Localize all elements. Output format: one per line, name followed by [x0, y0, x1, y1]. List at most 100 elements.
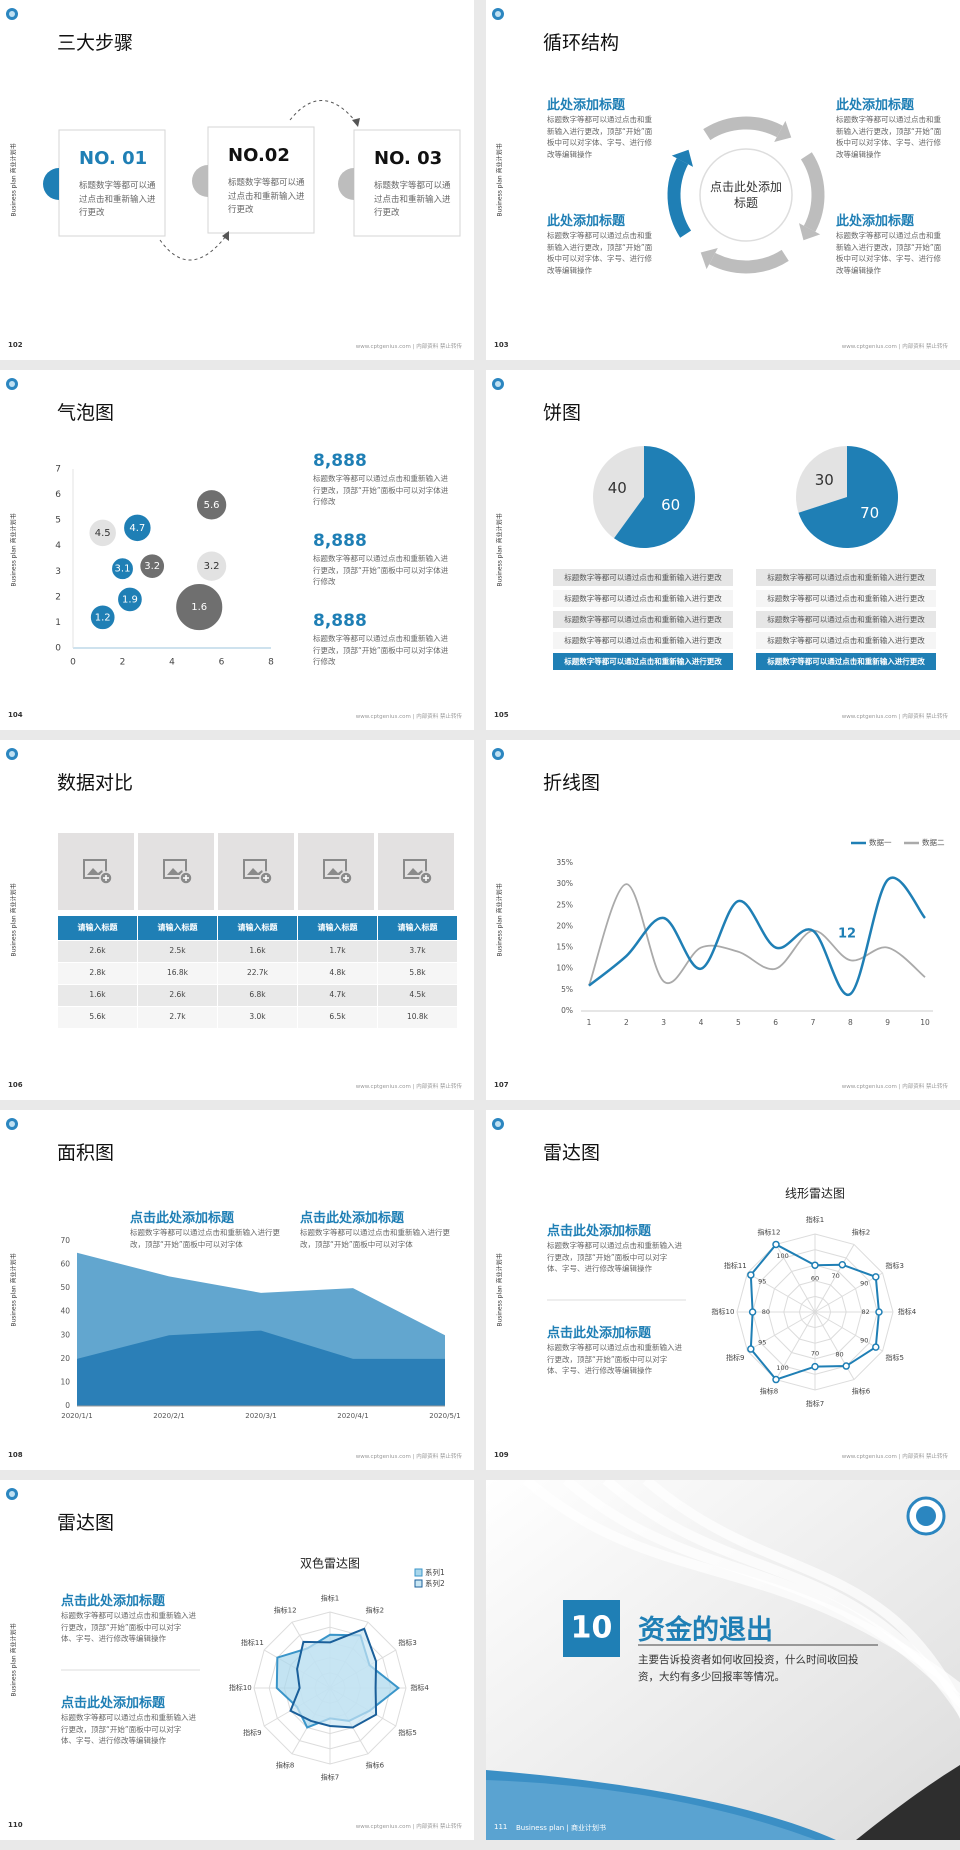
- table-cell: [298, 941, 377, 962]
- connector-arrow: [352, 118, 360, 127]
- radar-axis-label: 指标10: [229, 1683, 252, 1692]
- block-text: 标题数字等都可以通过点击和重新输入进行更改，顶部“开始”面板中可以对字体、字号、…: [547, 115, 653, 159]
- radar-value-label: 95: [758, 1338, 766, 1346]
- slide: 0 10 20 30 40 50 60 70 2020/1/1 2020/2/1 2020/3/1 2…: [0, 1110, 474, 1470]
- text-title: 点击此处添加标题: [130, 1211, 235, 1226]
- list-text: 标题数字等都可以通过点击和重新输入进行更改: [767, 657, 925, 666]
- x-tick-label: 8: [848, 1018, 853, 1027]
- y-tick-label: 6: [55, 490, 61, 500]
- table-header-cell: [378, 916, 457, 940]
- footer: www.cptgenius.com | 内部资料 禁止转传: [841, 1084, 948, 1090]
- radar-axis-label: 指标1: [806, 1215, 824, 1224]
- step-text: 标题数字等都可以通过点击和重新输入进行更改: [228, 178, 305, 216]
- step-label: NO. 01: [79, 148, 148, 169]
- slide: 指标1 指标2 指标3 指标4 指标5 指标6 指标7 指标8 指标9 指标10 指标11 指标12 系…: [0, 1480, 474, 1840]
- table-cell-text: 6.5k: [329, 1012, 346, 1021]
- table-cell: [58, 985, 137, 1006]
- chart-title: 双色雷达图: [300, 1557, 360, 1571]
- x-tick-label: 2: [624, 1018, 629, 1027]
- y-tick-label: 3: [55, 567, 61, 577]
- table-cell-text: 3.0k: [249, 1012, 266, 1021]
- radar-value-label: 80: [835, 1351, 843, 1359]
- wave: [642, 1480, 960, 1720]
- slide: Business plan 商业计划书 102 www.cptgenius.com …: [0, 0, 474, 360]
- table-cell: [138, 941, 217, 962]
- page-number: 104: [8, 711, 23, 719]
- step-tab: [338, 168, 354, 200]
- wave: [602, 1480, 960, 1718]
- text-title: 点击此处添加标题: [547, 1326, 652, 1341]
- radar-spoke: [775, 1244, 816, 1313]
- list-text: 标题数字等都可以通过点击和重新输入进行更改: [767, 636, 925, 645]
- radar-value-label: 90: [860, 1280, 868, 1288]
- slide-graphics: 10: [486, 1480, 960, 1840]
- x-tick-label: 4: [699, 1018, 704, 1027]
- list-row: [756, 632, 936, 649]
- text-title: 点击此处添加标题: [547, 1224, 652, 1239]
- y-tick-label: 0: [55, 644, 61, 654]
- footer: www.cptgenius.com | 内部资料 禁止转传: [355, 1084, 462, 1090]
- table-cell-text: 1.6k: [249, 946, 266, 955]
- radar-spoke: [747, 1311, 816, 1352]
- radar-point: [842, 1362, 850, 1370]
- section-number: 10: [571, 1611, 613, 1646]
- side-text: Business plan 商业计划书: [496, 883, 504, 957]
- slide-title: 循环结构: [543, 32, 620, 54]
- table-cell-text: 2.6k: [169, 990, 186, 999]
- x-tick-label: 2020/1/1: [61, 1412, 92, 1420]
- table-cell: [218, 1007, 297, 1028]
- table-cell-text: 1.6k: [89, 990, 106, 999]
- logo-inner: [916, 1506, 936, 1526]
- text-body: 标题数字等都可以通过点击和重新输入进行更改，顶部“开始”面板中可以对字体、字号、…: [547, 1241, 682, 1274]
- page-number: 108: [8, 1451, 23, 1459]
- table-cell-text: 2.6k: [89, 946, 106, 955]
- image-icon: [323, 859, 347, 879]
- text-body: 标题数字等都可以通过点击和重新输入进行更改，顶部“开始”面板中可以对字体: [130, 1228, 280, 1249]
- slide-title: 折线图: [543, 772, 601, 794]
- y-tick-label: 35%: [556, 858, 573, 867]
- page-number: 103: [494, 341, 509, 349]
- radar-axis-label: 指标12: [274, 1605, 297, 1614]
- pie-slice: [798, 446, 898, 548]
- step-label: NO. 03: [374, 148, 443, 169]
- x-tick-label: 7: [811, 1018, 816, 1027]
- section-footer: Business plan | 商业计划书: [516, 1824, 607, 1832]
- radar-axis-label: 指标8: [760, 1387, 778, 1396]
- radar-point: [872, 1343, 880, 1351]
- footer: www.cptgenius.com | 内部资料 禁止转传: [841, 714, 948, 720]
- image-icon-plus: [183, 875, 189, 881]
- bubble: [195, 550, 228, 583]
- logo-inner: [495, 1121, 501, 1127]
- slide: 指标1 指标2 指标3 指标4 指标5 指标6 指标7 指标8 指标9 指标10 指标11 指标12 6…: [486, 1110, 960, 1470]
- footer: www.cptgenius.com | 内部资料 禁止转传: [355, 1454, 462, 1460]
- cycle-arc: [800, 152, 825, 232]
- bubble-label: 1.2: [95, 612, 111, 623]
- y-tick-label: 1: [55, 618, 61, 628]
- radar-axis-label: 指标9: [726, 1353, 744, 1362]
- radar-spoke: [814, 1311, 883, 1352]
- radar-point: [872, 1273, 880, 1281]
- footer: www.cptgenius.com | 内部资料 禁止转传: [841, 1454, 948, 1460]
- slide-graphics: [492, 8, 825, 274]
- list-row: [553, 632, 733, 649]
- table-cell-text: 10.8k: [406, 1012, 429, 1021]
- radar-point: [748, 1308, 757, 1316]
- slide: 10 资金的退出 主要告诉投资者如何收回投资，什么时间收回投资，大约有多少回报率等情…: [486, 1480, 960, 1840]
- page-number: 106: [8, 1081, 23, 1089]
- bubble-label: 5.6: [204, 500, 220, 511]
- footer: www.cptgenius.com | 内部资料 禁止转传: [355, 344, 462, 350]
- page-number: 110: [8, 1821, 23, 1829]
- logo-inner: [9, 751, 15, 757]
- image-icon: [163, 859, 187, 879]
- image-icon: [403, 859, 427, 879]
- radar-axis-label: 指标8: [276, 1761, 294, 1770]
- radar-point: [747, 1271, 755, 1279]
- bubble-label: 4.5: [95, 528, 111, 539]
- radar-axis-label: 指标9: [243, 1728, 261, 1737]
- y-tick-label: 40: [60, 1307, 70, 1316]
- radar-axis-label: 指标3: [398, 1638, 416, 1647]
- y-tick-label: 20%: [556, 921, 573, 930]
- radar-axis-label: 指标12: [758, 1227, 781, 1236]
- table-cell: [378, 985, 457, 1006]
- legend-swatch: [414, 1579, 423, 1588]
